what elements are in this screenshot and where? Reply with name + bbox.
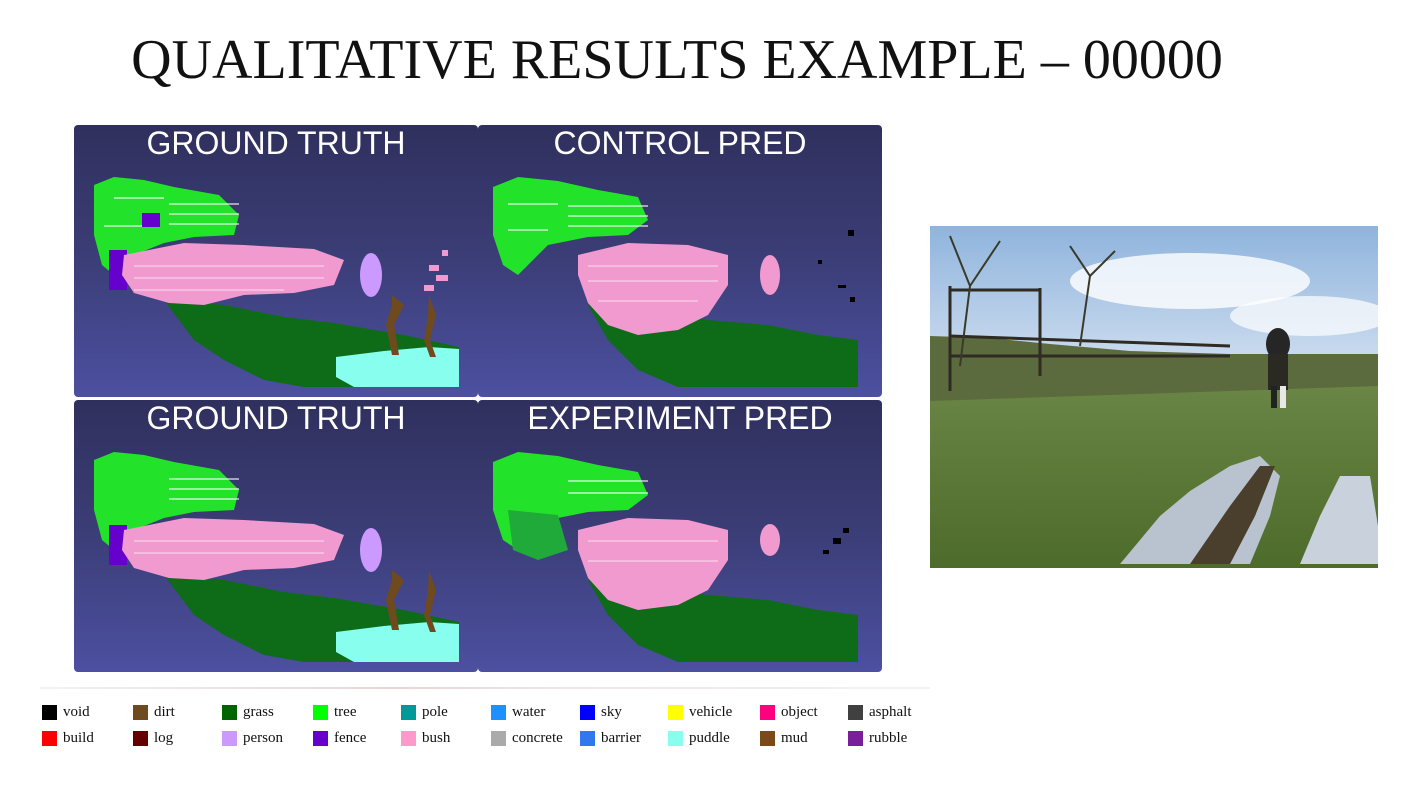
legend-label: asphalt [869,703,912,720]
legend-item-concrete: concrete [491,729,563,747]
panel-experiment-pred: EXPERIMENT PRED [478,400,882,672]
legend-label: barrier [601,729,641,746]
legend-item-build: build [42,729,94,747]
control-pred-segmentation-image [493,177,858,387]
legend-label: water [512,703,546,720]
legend-swatch [133,704,148,720]
legend-item-object: object [760,703,818,721]
legend-swatch [760,704,775,720]
legend-swatch [222,730,237,746]
legend-swatch [848,704,863,720]
legend-label: vehicle [689,703,733,720]
legend-swatch [222,704,237,720]
legend-item-puddle: puddle [668,729,730,747]
legend-label: puddle [689,729,730,746]
legend-label: fence [334,729,367,746]
legend-item-dirt: dirt [133,703,175,721]
ground-truth-segmentation-image [94,452,459,662]
panel-control-pred: CONTROL PRED [478,125,882,397]
legend-swatch [491,730,506,746]
legend-item-grass: grass [222,703,274,721]
legend-item-person: person [222,729,283,747]
legend-item-barrier: barrier [580,729,641,747]
legend-item-log: log [133,729,173,747]
legend-label: dirt [154,703,175,720]
legend-label: void [63,703,90,720]
legend-swatch [848,730,863,746]
panel-ground-truth-bottom: GROUND TRUTH [74,400,478,672]
legend-swatch [401,730,416,746]
legend-swatch [668,730,683,746]
legend-swatch [668,704,683,720]
legend-item-mud: mud [760,729,808,747]
legend-swatch [580,730,595,746]
legend-swatch [760,730,775,746]
legend-label: mud [781,729,808,746]
legend-item-pole: pole [401,703,448,721]
legend-swatch [42,730,57,746]
legend-swatch [491,704,506,720]
legend-item-void: void [42,703,90,721]
legend-item-rubble: rubble [848,729,907,747]
legend-label: build [63,729,94,746]
legend-label: rubble [869,729,908,746]
legend-swatch [313,730,328,746]
legend-label: pole [422,703,448,720]
legend-label: log [154,729,174,746]
slide-title: QUALITATIVE RESULTS EXAMPLE – 00000 [131,29,1223,91]
experiment-pred-segmentation-image [493,452,858,662]
legend-label: person [243,729,283,746]
legend-label: bush [422,729,451,746]
legend-label: object [781,703,818,720]
legend-swatch [580,704,595,720]
legend-item-fence: fence [313,729,366,747]
panel-label: EXPERIMENT PRED [527,400,833,436]
ground-truth-segmentation-image [94,177,459,387]
legend-swatch [401,704,416,720]
legend-item-sky: sky [580,703,622,721]
legend-item-asphalt: asphalt [848,703,912,721]
legend-item-tree: tree [313,703,356,721]
legend-label: concrete [512,729,563,746]
panel-ground-truth-top: GROUND TRUTH [74,125,478,397]
legend-swatch [313,704,328,720]
scene-photo [930,226,1378,568]
panel-label: GROUND TRUTH [146,400,406,436]
legend-item-water: water [491,703,545,721]
panel-label: GROUND TRUTH [146,125,406,161]
legend-item-bush: bush [401,729,450,747]
legend-label: grass [243,703,274,720]
legend-divider [40,687,930,689]
legend-swatch [133,730,148,746]
legend-label: tree [334,703,357,720]
legend-label: sky [601,703,622,720]
legend-item-vehicle: vehicle [668,703,732,721]
legend-swatch [42,704,57,720]
panel-label: CONTROL PRED [553,125,807,161]
